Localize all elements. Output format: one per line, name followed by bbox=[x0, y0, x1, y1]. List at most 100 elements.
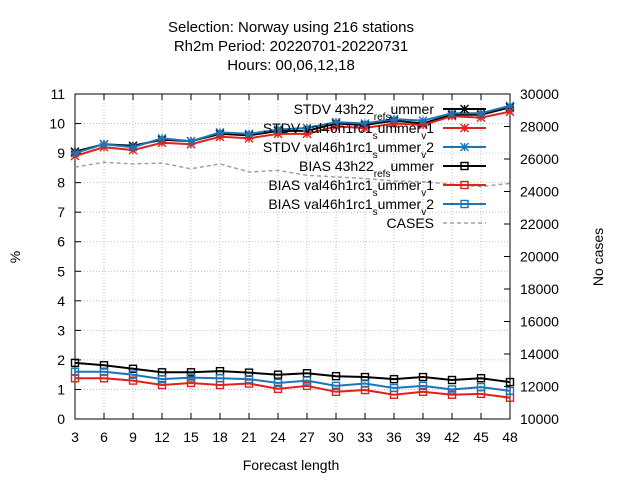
x-tick-label: 18 bbox=[212, 429, 228, 445]
x-tick-label: 12 bbox=[154, 429, 170, 445]
y-tick-label: 4 bbox=[57, 293, 65, 309]
x-tick-label: 36 bbox=[386, 429, 402, 445]
data-point bbox=[476, 374, 486, 383]
data-point bbox=[70, 358, 80, 368]
y-tick-label: 9 bbox=[57, 145, 65, 161]
legend-item: BIAS val46h1rc1summerv1 bbox=[268, 177, 486, 199]
data-point bbox=[302, 129, 312, 139]
y2-tick-label: 28000 bbox=[520, 119, 559, 135]
data-point bbox=[476, 108, 486, 118]
legend-label: STDV 43h22refsummer bbox=[294, 101, 435, 123]
data-point bbox=[128, 142, 138, 152]
data-point bbox=[70, 367, 80, 376]
x-tick-label: 33 bbox=[357, 429, 373, 445]
series-line bbox=[74, 104, 511, 155]
x-tick-label: 9 bbox=[129, 429, 137, 445]
data-point bbox=[418, 381, 428, 391]
x-tick-label: 27 bbox=[299, 429, 315, 445]
data-point bbox=[157, 374, 167, 384]
x-tick-label: 3 bbox=[71, 429, 79, 445]
data-point bbox=[273, 370, 283, 379]
y-tick-label: 1 bbox=[57, 381, 65, 397]
data-point bbox=[157, 380, 167, 390]
y2-tick-label: 22000 bbox=[520, 216, 559, 232]
x-axis: 3 6 9 12 15 18 21 24 27 30 33 36 39 42 45 48 bbox=[71, 94, 518, 445]
x-tick-label: 48 bbox=[502, 429, 518, 445]
data-point bbox=[186, 136, 196, 146]
data-point bbox=[244, 374, 254, 384]
y2-tick-label: 24000 bbox=[520, 184, 559, 200]
data-point bbox=[389, 383, 399, 393]
data-point bbox=[273, 129, 283, 139]
y2-tick-label: 16000 bbox=[520, 314, 559, 330]
data-point bbox=[128, 376, 138, 385]
data-point bbox=[302, 123, 312, 133]
y-tick-label: 10 bbox=[49, 116, 65, 132]
x-axis-label: Forecast length bbox=[243, 457, 340, 473]
data-point bbox=[215, 374, 225, 383]
y2-tick-label: 18000 bbox=[520, 281, 559, 297]
data-point bbox=[331, 117, 341, 127]
legend-item: STDV 43h22refsummer bbox=[294, 101, 486, 123]
data-point bbox=[215, 132, 225, 142]
data-point bbox=[418, 120, 428, 130]
data-point bbox=[128, 370, 138, 379]
data-point bbox=[302, 376, 312, 385]
data-point bbox=[157, 138, 167, 148]
x-tick-label: 30 bbox=[328, 429, 344, 445]
title-line-3: Hours: 00,06,12,18 bbox=[227, 57, 355, 74]
legend-label: STDV val46h1rc1summerv2 bbox=[263, 139, 434, 161]
x-tick-label: 15 bbox=[183, 429, 199, 445]
legend-item: STDV val46h1rc1summerv2 bbox=[263, 139, 486, 161]
data-point bbox=[505, 386, 515, 396]
data-point bbox=[460, 104, 469, 114]
data-point bbox=[244, 133, 254, 143]
data-point bbox=[505, 377, 515, 387]
data-point bbox=[447, 108, 457, 118]
legend-item: CASES bbox=[387, 215, 486, 231]
series-3 bbox=[70, 101, 515, 158]
y-tick-label: 2 bbox=[57, 352, 65, 368]
data-point bbox=[70, 148, 80, 158]
data-point bbox=[418, 387, 428, 397]
data-point bbox=[273, 378, 283, 388]
y-tick-label: 0 bbox=[57, 411, 65, 427]
y-axis-right: 10000 12000 14000 16000 18000 20000 22000 24000… bbox=[504, 86, 559, 427]
data-point bbox=[215, 127, 225, 137]
data-point bbox=[273, 124, 283, 134]
legend-label: BIAS val46h1rc1summerv2 bbox=[268, 196, 434, 218]
data-point bbox=[460, 180, 469, 190]
y2-tick-label: 26000 bbox=[520, 151, 559, 167]
y-tick-label: 7 bbox=[57, 204, 65, 220]
y2-axis-label: No cases bbox=[590, 228, 606, 286]
title-line-2: Rh2m Period: 20220701-20220731 bbox=[174, 38, 408, 55]
data-point bbox=[505, 101, 515, 111]
data-point bbox=[418, 372, 428, 382]
x-tick-label: 21 bbox=[241, 429, 257, 445]
data-point bbox=[244, 129, 254, 139]
y-axis-left: 0 1 2 3 4 5 6 7 8 9 10 11 bbox=[49, 86, 81, 427]
y-tick-label: 11 bbox=[50, 86, 65, 102]
chart-title: Selection: Norway using 216 stations Rh2… bbox=[168, 19, 414, 74]
y2-tick-label: 10000 bbox=[520, 411, 559, 427]
series-4 bbox=[70, 358, 515, 387]
data-point bbox=[360, 379, 370, 388]
y-tick-label: 5 bbox=[57, 263, 65, 279]
series-line bbox=[74, 110, 511, 157]
y2-tick-label: 30000 bbox=[520, 86, 559, 102]
data-point bbox=[418, 116, 428, 126]
data-point bbox=[460, 142, 469, 152]
y-axis-label: % bbox=[7, 251, 23, 263]
series-line bbox=[74, 161, 511, 188]
legend-item: BIAS val46h1rc1summerv2 bbox=[268, 196, 486, 218]
data-point bbox=[476, 382, 486, 392]
data-point bbox=[389, 114, 399, 124]
y2-tick-label: 20000 bbox=[520, 249, 559, 265]
data-point bbox=[460, 199, 469, 209]
legend-label: BIAS 43h22refsummer bbox=[299, 158, 434, 180]
data-point bbox=[447, 375, 457, 385]
legend-item: STDV val46h1rc1summerv1 bbox=[263, 120, 486, 142]
y-tick-label: 8 bbox=[57, 175, 65, 191]
data-point bbox=[186, 368, 196, 377]
y-tick-label: 6 bbox=[57, 234, 65, 250]
